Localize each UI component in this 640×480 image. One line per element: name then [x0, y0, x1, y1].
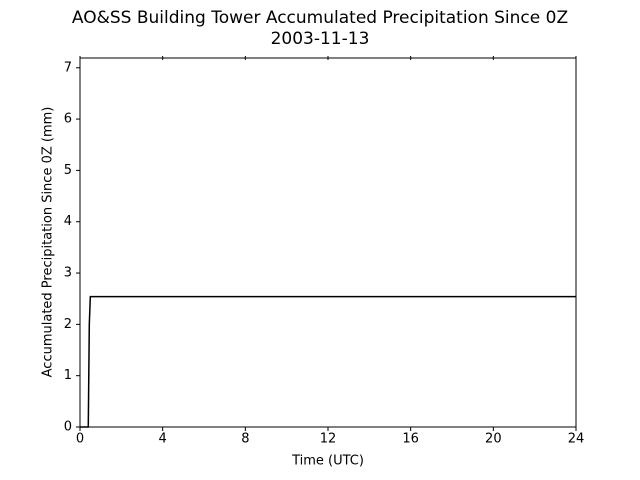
x-tick-label: 20	[485, 432, 502, 447]
x-tick-label: 8	[241, 432, 249, 447]
x-tick-label: 0	[76, 432, 84, 447]
y-tick-label: 7	[64, 60, 72, 75]
y-tick-label: 0	[64, 420, 72, 435]
y-tick-label: 4	[64, 214, 72, 229]
y-tick-label: 3	[64, 266, 72, 281]
y-tick-label: 1	[64, 368, 72, 383]
x-tick-label: 24	[568, 432, 585, 447]
data-line	[80, 295, 576, 428]
chart-title: AO&SS Building Tower Accumulated Precipi…	[72, 8, 568, 28]
chart-subtitle: 2003-11-13	[271, 29, 370, 49]
y-axis-label: Accumulated Precipitation Since 0Z (mm)	[41, 107, 56, 378]
x-tick-label: 16	[402, 432, 419, 447]
y-tick-label: 6	[64, 112, 72, 127]
y-tick-label: 2	[64, 317, 72, 332]
x-tick-label: 4	[159, 432, 167, 447]
x-axis-label: Time (UTC)	[291, 454, 364, 469]
y-tick-label: 5	[64, 163, 72, 178]
x-tick-label: 12	[320, 432, 337, 447]
